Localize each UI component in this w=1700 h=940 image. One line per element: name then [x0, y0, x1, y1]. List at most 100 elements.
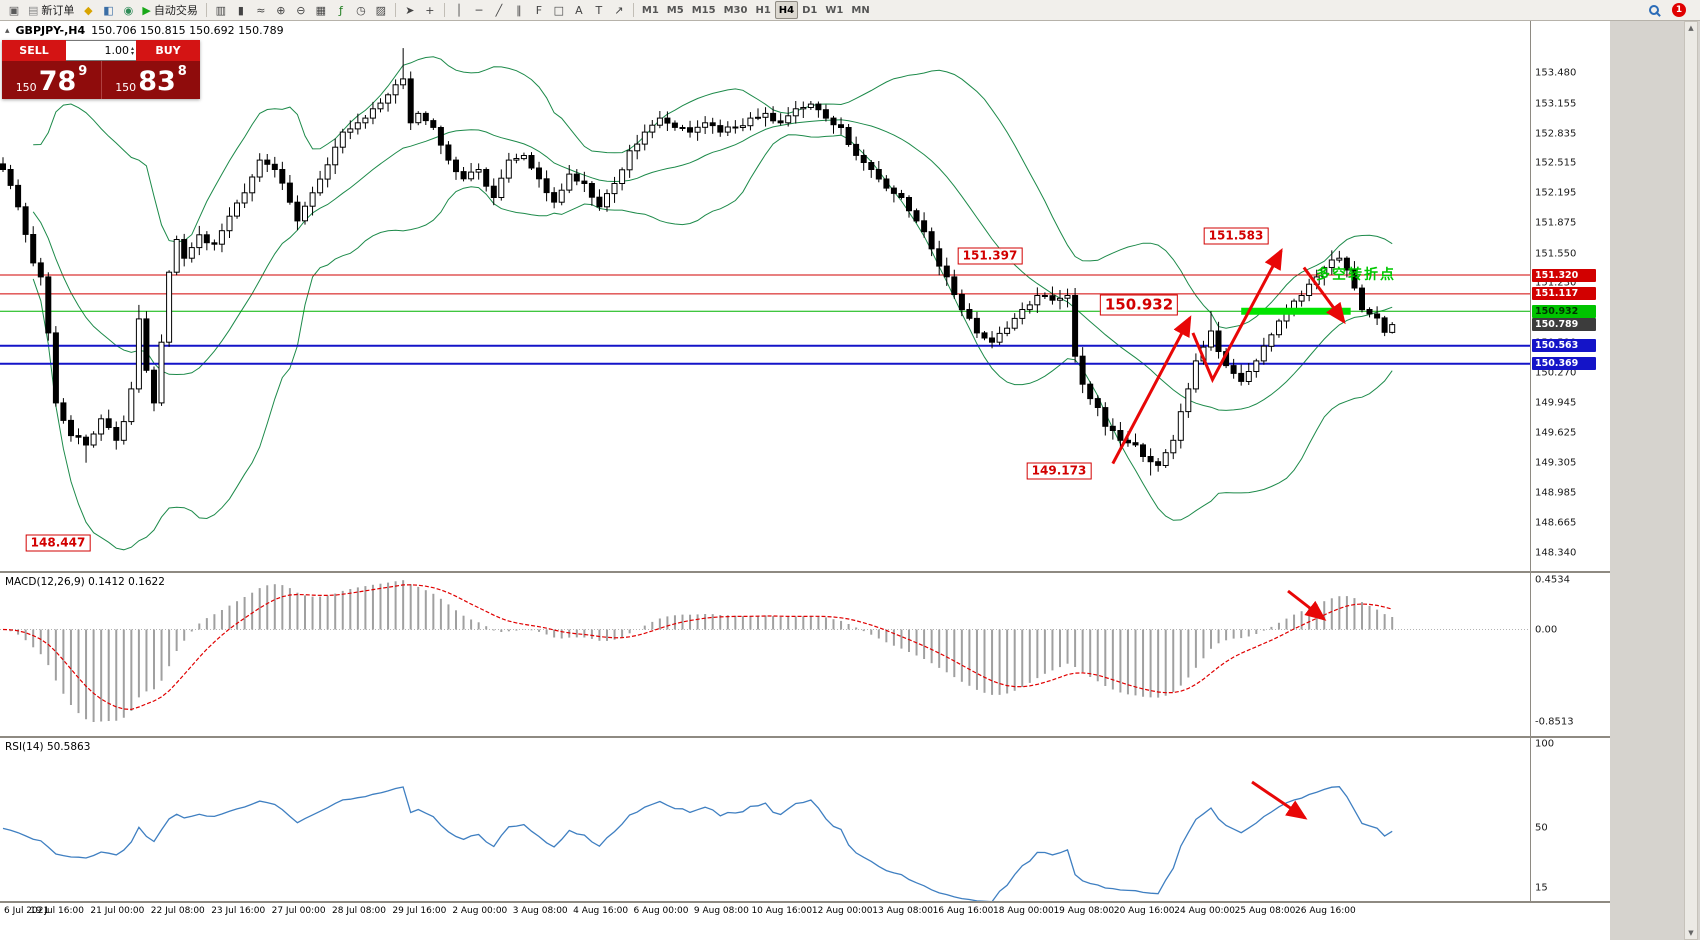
price-scale-tag[interactable]: 150.932	[1532, 304, 1596, 318]
rsi-scale[interactable]: 100 50 15	[1530, 738, 1610, 901]
price-scale-tag[interactable]: 150.563	[1532, 339, 1596, 353]
tile-windows-button[interactable]: ▦	[311, 1, 331, 19]
price-scale[interactable]: 153.480 153.155 152.835 152.515 152.195 151.8…	[1530, 21, 1610, 571]
price-annotation[interactable]: 149.173	[1026, 462, 1092, 480]
horizontal-line-button[interactable]: ─	[469, 1, 489, 19]
timeframe-m30[interactable]: M30	[720, 1, 752, 19]
time-label: 28 Jul 08:00	[332, 906, 386, 916]
price-scale-tag[interactable]: 150.789	[1532, 318, 1596, 332]
toolbar-separator	[394, 3, 396, 17]
new-order-button[interactable]: ▤ 新订单	[24, 1, 78, 19]
fibonacci-button[interactable]: F	[529, 1, 549, 19]
navigator-button[interactable]: ◉	[118, 1, 138, 19]
candlestick-chart-button[interactable]: ▮	[231, 1, 251, 19]
navigator-icon: ◉	[123, 3, 134, 17]
zoom-out-icon: ⊖	[296, 3, 306, 17]
macd-plot[interactable]	[0, 573, 1530, 736]
tile-windows-icon: ▦	[315, 3, 327, 17]
cursor-button[interactable]: ➤	[400, 1, 420, 19]
trendline-icon: ╱	[495, 3, 503, 17]
timeframe-h1-label: H1	[755, 4, 771, 16]
toolbar-separator	[632, 3, 634, 17]
price-tick-label: 149.945	[1535, 397, 1577, 409]
timeframe-w1[interactable]: W1	[821, 1, 847, 19]
stepper-up-icon[interactable]: ▴	[130, 44, 134, 52]
time-label: 20 Aug 16:00	[1113, 906, 1175, 916]
price-annotation[interactable]: 151.583	[1203, 227, 1269, 245]
periods-button[interactable]: ◷	[351, 1, 371, 19]
channel-button[interactable]: ∥	[509, 1, 529, 19]
price-tick-label: 153.155	[1535, 98, 1577, 110]
price-annotation[interactable]: 151.397	[957, 247, 1023, 265]
price-scale-tag[interactable]: 151.320	[1532, 268, 1596, 282]
text-button[interactable]: A	[569, 1, 589, 19]
buy-price[interactable]: 150 83 8	[101, 61, 200, 99]
price-tick-label: 153.480	[1535, 67, 1577, 79]
indicators-button[interactable]: ƒ	[331, 1, 351, 19]
vertical-scrollbar[interactable]: ▲ ▼	[1684, 21, 1698, 940]
scroll-up-icon[interactable]: ▲	[1688, 24, 1694, 32]
search-button[interactable]	[1644, 1, 1664, 19]
timeframe-m1[interactable]: M1	[638, 1, 663, 19]
sell-button[interactable]: SELL	[2, 40, 66, 61]
price-annotation[interactable]: 150.932	[1099, 294, 1179, 316]
new-chart-icon: ▣	[8, 3, 20, 17]
price-annotation[interactable]: 148.447	[25, 534, 91, 552]
toolbar: ▣ ▤ 新订单 ◆ ◧ ◉ ▶ 自动交易 ▥ ▮ ≈ ⊕ ⊖ ▦ ƒ ◷ ▨ ➤ + │ ─ ╱ ∥ F □ A T ↗ M1 M5 M15…	[0, 0, 1700, 21]
vertical-line-button[interactable]: │	[449, 1, 469, 19]
chart-marker-icon: ▴	[5, 25, 10, 36]
macd-tick-label: 0.00	[1535, 624, 1558, 635]
alerts-badge[interactable]: 1	[1672, 3, 1686, 17]
bar-chart-button[interactable]: ▥	[211, 1, 231, 19]
label-button[interactable]: T	[589, 1, 609, 19]
data-window-icon: ◧	[103, 3, 114, 17]
time-label: 19 Aug 08:00	[1053, 906, 1115, 916]
zoom-out-button[interactable]: ⊖	[291, 1, 311, 19]
trend-annotation[interactable]: 多空转折点	[1316, 267, 1396, 284]
macd-scale[interactable]: 0.4534 0.00 -0.8513	[1530, 573, 1610, 736]
sell-price-sup: 9	[78, 64, 88, 79]
buy-button[interactable]: BUY	[136, 40, 200, 61]
time-label: 23 Jul 16:00	[211, 906, 266, 916]
main-chart-plot[interactable]	[0, 21, 1530, 571]
market-watch-button[interactable]: ◆	[78, 1, 98, 19]
price-tick-label: 152.515	[1535, 157, 1577, 169]
shapes-button[interactable]: □	[549, 1, 569, 19]
zoom-in-button[interactable]: ⊕	[271, 1, 291, 19]
horizontal-line-icon: ─	[475, 3, 483, 17]
arrows-button[interactable]: ↗	[609, 1, 629, 19]
timeframe-h1[interactable]: H1	[751, 1, 774, 19]
time-label: 13 Aug 08:00	[872, 906, 933, 916]
time-label: 6 Jul 2021	[4, 906, 50, 916]
rsi-plot[interactable]	[0, 738, 1530, 901]
sell-price[interactable]: 150 78 9	[2, 61, 101, 99]
time-axis[interactable]: 6 Jul 2021 19 Jul 16:00 21 Jul 00:00 22 Jul…	[0, 903, 1610, 940]
trendline-button[interactable]: ╱	[489, 1, 509, 19]
search-icon	[1649, 5, 1659, 15]
ohlc-values: 150.706 150.815 150.692 150.789	[91, 24, 284, 37]
templates-button[interactable]: ▨	[371, 1, 391, 19]
time-label: 3 Aug 08:00	[512, 906, 568, 916]
volume-field: ▴▾	[66, 40, 136, 61]
crosshair-button[interactable]: +	[420, 1, 440, 19]
time-label: 22 Jul 08:00	[150, 906, 205, 916]
new-chart-button[interactable]: ▣	[4, 1, 24, 19]
timeframe-m15[interactable]: M15	[688, 1, 720, 19]
volume-input[interactable]	[86, 44, 129, 57]
scroll-down-icon[interactable]: ▼	[1688, 929, 1694, 937]
timeframe-h4[interactable]: H4	[774, 1, 799, 19]
price-scale-tag[interactable]: 151.117	[1532, 287, 1596, 301]
autotrading-button[interactable]: ▶ 自动交易	[138, 1, 201, 19]
price-scale-tag[interactable]: 150.369	[1532, 357, 1596, 371]
timeframe-m5[interactable]: M5	[663, 1, 688, 19]
data-window-button[interactable]: ◧	[98, 1, 118, 19]
volume-stepper[interactable]: ▴ ▾	[130, 44, 134, 57]
stepper-down-icon[interactable]: ▾	[130, 49, 134, 57]
fibonacci-icon: F	[535, 3, 543, 17]
timeframe-d1[interactable]: D1	[798, 1, 821, 19]
new-order-button-label: 新订单	[41, 4, 75, 17]
line-chart-button[interactable]: ≈	[251, 1, 271, 19]
crosshair-icon: +	[425, 3, 435, 17]
timeframe-mn[interactable]: MN	[847, 1, 873, 19]
macd-tick-label: -0.8513	[1535, 716, 1574, 728]
